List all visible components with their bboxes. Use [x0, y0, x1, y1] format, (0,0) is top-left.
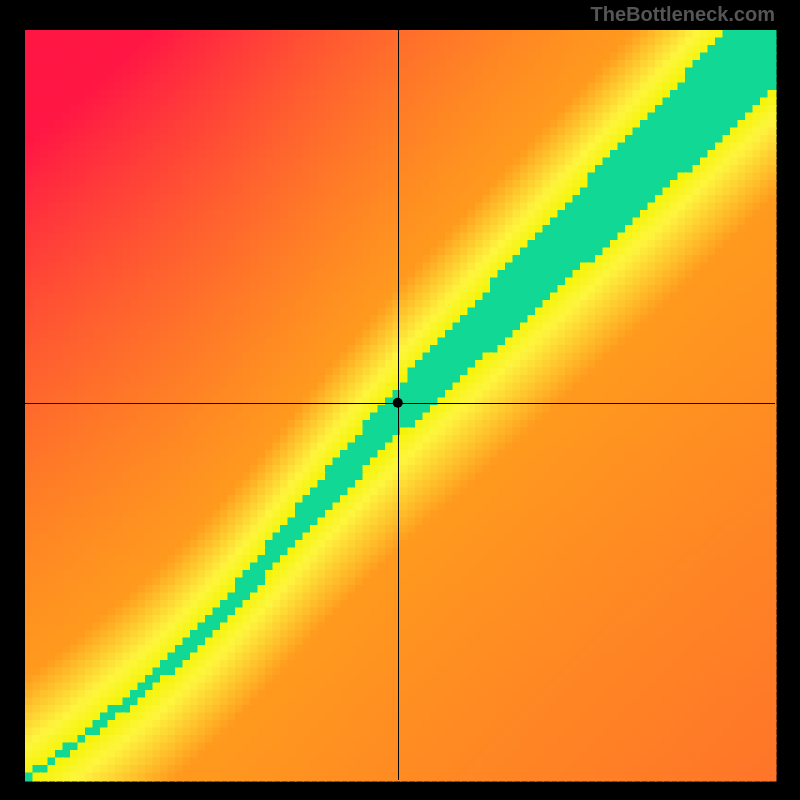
chart-container: TheBottleneck.com	[0, 0, 800, 800]
watermark-text: TheBottleneck.com	[591, 4, 775, 27]
heatmap-plot	[0, 0, 800, 800]
